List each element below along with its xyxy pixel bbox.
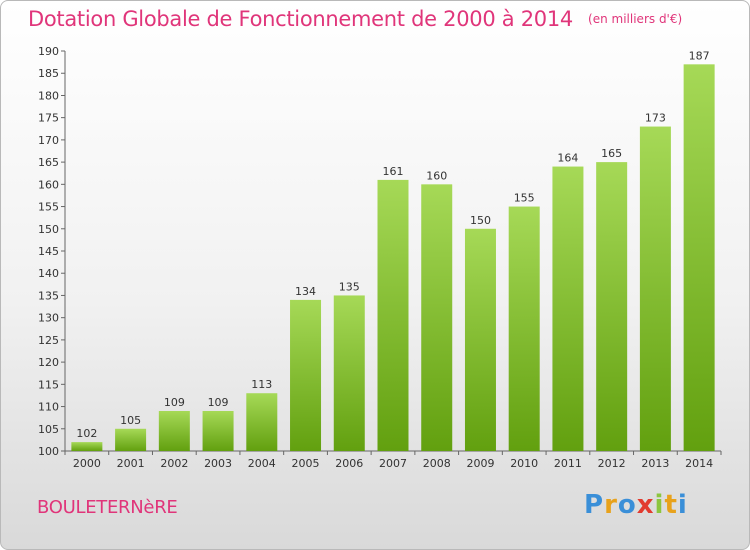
- x-tick-label: 2002: [160, 457, 188, 470]
- logo-letter: P: [584, 490, 605, 520]
- bar: [290, 299, 322, 451]
- bar-value-label: 135: [339, 280, 360, 293]
- y-tick-label: 100: [38, 445, 59, 458]
- x-tick-label: 2009: [466, 457, 494, 470]
- bar-value-label: 160: [426, 169, 447, 182]
- bar-value-label: 164: [557, 152, 578, 165]
- y-tick-label: 120: [38, 356, 59, 369]
- logo-letter: i: [654, 490, 665, 520]
- y-tick-label: 175: [38, 112, 59, 125]
- x-tick-label: 2012: [598, 457, 626, 470]
- x-tick-label: 2001: [117, 457, 145, 470]
- y-tick-label: 105: [38, 423, 59, 436]
- y-tick-label: 160: [38, 178, 59, 191]
- y-tick-label: 145: [38, 245, 59, 258]
- x-tick-label: 2003: [204, 457, 232, 470]
- bar-value-label: 134: [295, 285, 316, 298]
- logo-letter: r: [604, 490, 618, 520]
- x-axis: 2000 2001 2002 2003 2004 2005 2006 2007 2008 2009…: [64, 450, 722, 470]
- bar-value-label: 150: [470, 214, 491, 227]
- x-tick-label: 2005: [292, 457, 320, 470]
- bar-value-label: 165: [601, 147, 622, 160]
- commune-name: BOULETERNèRE: [37, 497, 178, 518]
- bar-value-label: 102: [76, 427, 97, 440]
- bar: [158, 411, 190, 451]
- y-tick-label: 115: [38, 378, 59, 391]
- x-tick-label: 2004: [248, 457, 276, 470]
- y-tick-label: 180: [38, 89, 59, 102]
- logo-letter: i: [677, 490, 688, 520]
- bar: [596, 162, 628, 451]
- x-tick-label: 2010: [510, 457, 538, 470]
- y-tick-label: 110: [38, 401, 59, 414]
- x-tick-label: 2007: [379, 457, 407, 470]
- y-tick-label: 150: [38, 223, 59, 236]
- bar: [421, 184, 453, 452]
- bar: [552, 166, 584, 452]
- bar-value-label: 105: [120, 414, 141, 427]
- bar-value-label: 113: [251, 378, 272, 391]
- title-row: Dotation Globale de Fonctionnement de 20…: [28, 7, 682, 31]
- bar-value-label: 109: [164, 396, 185, 409]
- bar-value-label: 161: [383, 165, 404, 178]
- y-tick-label: 130: [38, 312, 59, 325]
- y-axis: 100 105 110 115 120 125 130 135 140 145 150 155 160 1…: [38, 45, 66, 458]
- bar-value-label: 173: [645, 112, 666, 125]
- bar: [71, 442, 103, 451]
- bar: [202, 411, 234, 451]
- y-tick-label: 140: [38, 267, 59, 280]
- bars: 102 105 109 109 113 134 135 161 160 150 155 164 165 1…: [71, 49, 715, 452]
- y-tick-label: 135: [38, 289, 59, 302]
- y-tick-label: 165: [38, 156, 59, 169]
- bar: [508, 206, 540, 451]
- chart-unit: (en milliers d'€): [588, 12, 683, 26]
- x-tick-label: 2006: [335, 457, 363, 470]
- x-tick-label: 2008: [423, 457, 451, 470]
- y-tick-label: 155: [38, 201, 59, 214]
- bar: [683, 64, 715, 452]
- bar: [464, 228, 496, 451]
- bar: [115, 428, 147, 451]
- x-tick-label: 2014: [685, 457, 713, 470]
- logo-letter: x: [636, 490, 655, 520]
- bar: [639, 126, 671, 452]
- bar: [377, 179, 409, 451]
- proxiti-logo[interactable]: Proxiti: [584, 490, 688, 520]
- chart-title: Dotation Globale de Fonctionnement de 20…: [28, 7, 573, 31]
- y-tick-label: 125: [38, 334, 59, 347]
- x-tick-label: 2011: [554, 457, 582, 470]
- bar-value-label: 155: [514, 192, 535, 205]
- bar: [333, 295, 365, 451]
- bar: [246, 393, 278, 451]
- logo-letter: o: [617, 490, 637, 520]
- y-tick-label: 170: [38, 134, 59, 147]
- logo-letter: t: [664, 490, 678, 520]
- y-tick-label: 185: [38, 67, 59, 80]
- x-tick-label: 2000: [73, 457, 101, 470]
- bar-value-label: 109: [208, 396, 229, 409]
- y-tick-label: 190: [38, 45, 59, 58]
- x-tick-label: 2013: [641, 457, 669, 470]
- bar-value-label: 187: [689, 49, 710, 62]
